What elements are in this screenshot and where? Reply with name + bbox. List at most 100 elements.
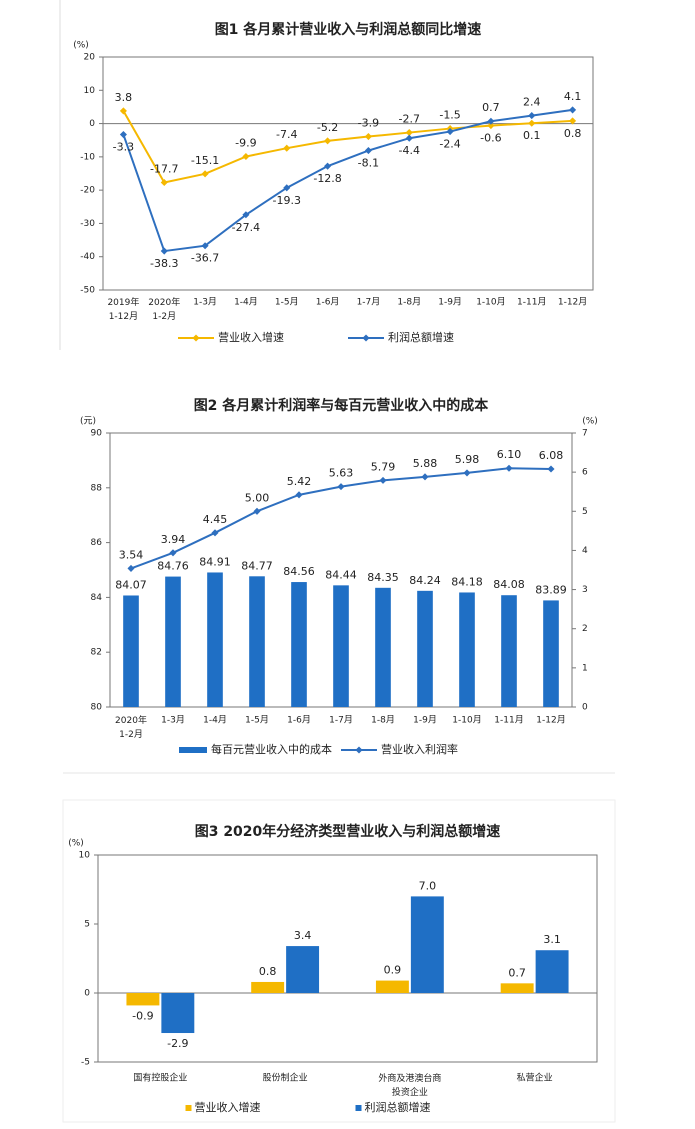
value-label: 83.89 [535, 583, 567, 596]
bar [165, 576, 181, 707]
legend-swatch [362, 334, 370, 342]
bar [207, 572, 223, 707]
y-tick-label: 90 [91, 429, 103, 439]
bar [251, 981, 285, 993]
value-label: -36.7 [191, 252, 219, 265]
x-tick-label: 股份制企业 [263, 1072, 308, 1084]
value-label: -8.1 [358, 157, 379, 170]
x-tick-label: 1-9月 [438, 297, 462, 308]
y-axis-label: (元) [80, 417, 96, 427]
marker [324, 137, 332, 145]
x-tick-label: 1-3月 [193, 297, 217, 308]
value-label: 5.79 [371, 460, 396, 473]
marker [463, 469, 471, 477]
plot-frame [102, 56, 594, 291]
value-label: 84.08 [493, 578, 525, 591]
chart-title: 图2 各月累计利润率与每百元营业收入中的成本 [194, 397, 490, 414]
bar [161, 993, 195, 1034]
value-label: 84.56 [283, 565, 315, 578]
y-tick-label: -30 [80, 219, 95, 229]
y-tick-label: 0 [89, 119, 95, 129]
value-label: -12.8 [313, 172, 341, 185]
marker [119, 107, 127, 115]
marker [364, 133, 372, 141]
marker [487, 122, 495, 130]
marker [405, 134, 413, 142]
x-tick-label: 1-11月 [494, 715, 523, 726]
legend-label: 每百元营业收入中的成本 [211, 742, 332, 756]
legend-label: 营业收入利润率 [381, 742, 458, 756]
value-label: 5.88 [413, 457, 438, 470]
y-tick-label: -20 [80, 186, 95, 196]
value-label: -0.6 [480, 132, 501, 145]
x-tick-label: 1-8月 [397, 297, 421, 308]
value-label: 5.98 [455, 453, 480, 466]
marker [421, 473, 429, 481]
value-label: 6.08 [539, 449, 564, 462]
y-tick-label: 80 [91, 703, 103, 713]
value-label: 84.24 [409, 574, 441, 587]
value-label: 5.00 [245, 491, 270, 504]
value-label: 4.1 [564, 90, 582, 103]
marker [547, 465, 555, 473]
value-label: 84.91 [199, 555, 231, 568]
value-label: 84.76 [157, 560, 189, 573]
value-label: -3.3 [113, 141, 134, 154]
legend-label: 利润总额增速 [388, 330, 454, 344]
y2-tick-label: 1 [582, 663, 588, 673]
y2-tick-label: 3 [582, 585, 588, 595]
marker [283, 184, 291, 192]
y2-tick-label: 6 [582, 468, 588, 478]
value-label: -3.9 [358, 117, 379, 130]
marker [528, 112, 536, 120]
marker [324, 162, 332, 170]
bar [417, 590, 433, 707]
y-tick-label: -40 [80, 252, 95, 262]
value-label: 84.77 [241, 559, 273, 572]
bar [333, 585, 349, 707]
x-tick-label: 1-5月 [245, 715, 269, 726]
x-tick-label: 1-5月 [275, 297, 299, 308]
value-label: -7.4 [276, 128, 297, 141]
value-label: 6.10 [497, 448, 522, 461]
x-tick-label: 外商及港澳台商投资企业 [378, 1072, 441, 1098]
plot-frame [97, 854, 598, 1063]
marker [283, 144, 291, 152]
value-label: 3.94 [161, 533, 186, 546]
value-label: 5.42 [287, 475, 312, 488]
x-tick-label: 1-6月 [316, 297, 340, 308]
bar [375, 980, 409, 993]
bar [126, 993, 160, 1006]
bar [410, 896, 444, 993]
x-tick-label: 1-4月 [234, 297, 258, 308]
legend-label: 利润总额增速 [365, 1100, 431, 1114]
y-tick-label: 20 [84, 53, 96, 63]
bar [375, 587, 391, 707]
y2-axis-label: (%) [582, 417, 598, 427]
y2-tick-label: 2 [582, 624, 588, 634]
marker [242, 211, 250, 219]
x-tick-label: 1-12月 [536, 715, 565, 726]
x-tick-label: 1-10月 [452, 715, 481, 726]
marker [169, 549, 177, 557]
bar [291, 582, 307, 707]
y-tick-label: 86 [91, 538, 103, 548]
line [122, 110, 573, 184]
y-tick-label: 84 [91, 593, 103, 603]
marker [242, 152, 250, 161]
marker [569, 106, 577, 114]
x-tick-label: 1-7月 [329, 715, 353, 726]
y-tick-label: 82 [91, 648, 102, 658]
legend-swatch [355, 746, 363, 754]
x-tick-label: 1-11月 [517, 297, 546, 308]
legend-label: 营业收入增速 [218, 330, 284, 344]
value-label: -38.3 [150, 257, 178, 270]
value-label: 7.0 [419, 879, 437, 892]
value-label: 3.8 [115, 91, 133, 104]
value-label: -19.3 [273, 194, 301, 207]
legend-swatch [355, 1105, 362, 1111]
bar [501, 595, 517, 707]
value-label: 5.63 [329, 467, 354, 480]
y2-tick-label: 4 [582, 546, 588, 556]
